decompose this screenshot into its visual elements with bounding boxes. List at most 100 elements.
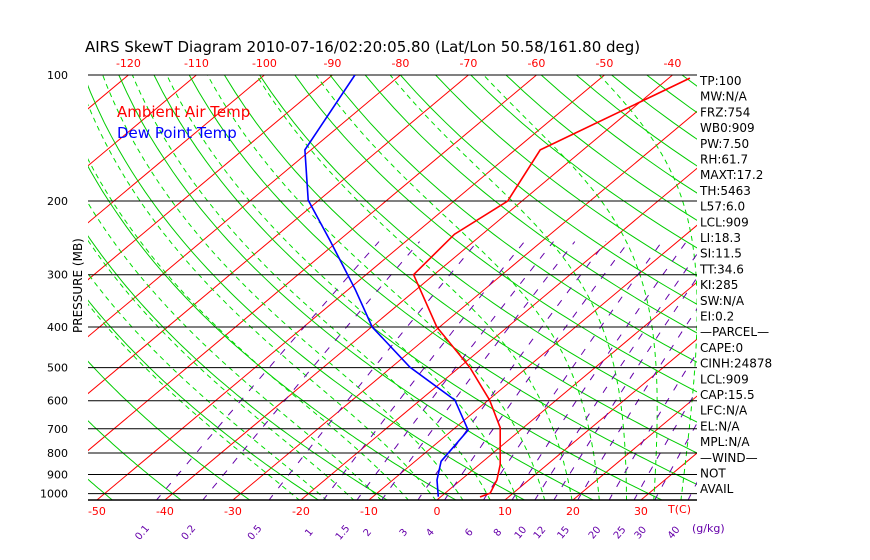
dry-adiabat-line bbox=[88, 299, 320, 500]
dry-adiabat-line bbox=[88, 235, 389, 500]
dew-point-temp-line bbox=[304, 75, 470, 497]
isotherm-line bbox=[164, 75, 673, 500]
mixing-ratio-line bbox=[553, 276, 697, 500]
mixing-ratio-line bbox=[633, 389, 697, 500]
dry-adiabat-line bbox=[223, 75, 697, 454]
mixing-ratio-line bbox=[322, 241, 525, 500]
index-item: PW:7.50 bbox=[700, 137, 749, 151]
index-item: L57:6.0 bbox=[700, 200, 745, 214]
pressure-tick-label: 500 bbox=[47, 362, 68, 375]
index-item: CAPE:0 bbox=[700, 341, 743, 355]
bottom-temp-tick-label: -50 bbox=[88, 505, 106, 518]
isotherm-line bbox=[300, 167, 697, 500]
mixing-ratio-tick-label: 8 bbox=[492, 527, 505, 539]
moist-adiabat-line bbox=[599, 75, 697, 500]
mixing-ratio-tick-label: 15 bbox=[556, 525, 573, 542]
index-item: EI:0.2 bbox=[700, 310, 734, 324]
index-item: TH:5463 bbox=[699, 184, 751, 198]
isotherm-line bbox=[640, 452, 697, 500]
index-item: TT:34.6 bbox=[699, 262, 744, 276]
isotherm-line bbox=[368, 224, 697, 500]
pressure-tick-label: 300 bbox=[47, 269, 68, 282]
index-item: EL:N/A bbox=[700, 419, 740, 433]
index-item: MPL:N/A bbox=[700, 435, 750, 449]
index-item: SW:N/A bbox=[700, 294, 745, 308]
isotherm-line bbox=[88, 75, 401, 338]
top-temp-tick-label: -110 bbox=[184, 57, 209, 70]
index-item: NOT bbox=[700, 467, 726, 481]
mixing-ratio-tick-label: 40 bbox=[666, 525, 683, 542]
pressure-tick-label: 200 bbox=[47, 195, 68, 208]
mixing-ratio-line bbox=[381, 241, 576, 500]
index-item: KI:285 bbox=[700, 278, 738, 292]
mixing-ratio-tick-label: 1.5 bbox=[334, 523, 353, 542]
top-temp-tick-label: -60 bbox=[527, 57, 545, 70]
dry-adiabat-line bbox=[0, 75, 45, 501]
moist-adiabat-line bbox=[88, 202, 382, 500]
pressure-tick-label: 700 bbox=[47, 423, 68, 436]
top-temp-tick-label: -50 bbox=[595, 57, 613, 70]
index-item: SI:11.5 bbox=[700, 247, 742, 261]
index-item: RH:61.7 bbox=[700, 153, 748, 167]
dry-adiabat-line bbox=[646, 75, 697, 114]
mixing-ratio-tick-label: 25 bbox=[612, 525, 629, 542]
mixing-ratio-tick-label: 0.1 bbox=[133, 523, 152, 542]
mixing-ratio-tick-label: 2 bbox=[362, 527, 375, 539]
series-lines bbox=[304, 75, 691, 498]
bottom-temp-tick-label: -40 bbox=[156, 505, 174, 518]
mixing-ratio-tick-label: 0.2 bbox=[180, 523, 199, 542]
isotherm-line bbox=[436, 281, 697, 500]
legend-dew-point-temp: Dew Point Temp bbox=[117, 124, 237, 142]
mixing-ratio-tick-label: 1 bbox=[303, 527, 316, 539]
dry-adiabat-line bbox=[88, 84, 526, 500]
bottom-temp-tick-label: -20 bbox=[292, 505, 310, 518]
isotherm-line bbox=[88, 75, 265, 224]
pressure-tick-label: 600 bbox=[47, 395, 68, 408]
mixing-ratio-line bbox=[511, 241, 687, 500]
isotherm-line bbox=[232, 110, 697, 500]
moist-adiabat-line bbox=[88, 158, 409, 500]
dry-adiabat-line bbox=[153, 75, 664, 500]
top-temp-tick-label: -100 bbox=[252, 57, 277, 70]
dry-adiabat-line bbox=[88, 165, 457, 500]
pressure-tick-label: 400 bbox=[47, 321, 68, 334]
moist-adiabat-line bbox=[102, 75, 464, 500]
pressure-tick-label: 1000 bbox=[40, 488, 68, 501]
top-temp-tick-label: -120 bbox=[116, 57, 141, 70]
mixing-ratio-line bbox=[356, 241, 554, 500]
moist-adiabat-line bbox=[255, 75, 573, 500]
dry-adiabat-line bbox=[88, 360, 251, 500]
index-item: FRZ:754 bbox=[700, 105, 750, 119]
legend-ambient-air-temp: Ambient Air Temp bbox=[117, 103, 250, 121]
top-temp-tick-label: -80 bbox=[391, 57, 409, 70]
isotherm-line bbox=[572, 395, 697, 500]
pressure-tick-label: 900 bbox=[47, 468, 68, 481]
index-item: AVAIL bbox=[700, 482, 734, 496]
moist-adiabat-line bbox=[315, 75, 600, 500]
pressure-tick-label: 100 bbox=[47, 69, 68, 82]
isotherm-line bbox=[88, 75, 537, 452]
mixing-ratio-tick-label: 0.5 bbox=[246, 523, 265, 542]
dry-adiabat-line bbox=[752, 75, 870, 501]
mixing-ratio-line bbox=[268, 241, 478, 500]
index-item: CINH:24878 bbox=[700, 357, 772, 371]
bottom-temp-tick-label: 10 bbox=[498, 505, 512, 518]
mixing-ratio-tick-label: 20 bbox=[587, 525, 604, 542]
moist-adiabat-line bbox=[131, 75, 491, 500]
dry-adiabat-line bbox=[364, 75, 697, 334]
mixing-ratio-line bbox=[417, 241, 607, 500]
mixing-ratio-line bbox=[608, 351, 697, 500]
background-lines bbox=[0, 75, 870, 501]
pressure-tick-label: 800 bbox=[47, 447, 68, 460]
dry-adiabat-line bbox=[435, 75, 697, 277]
bottom-temp-tick-label: 20 bbox=[566, 505, 580, 518]
mixing-ratio-line bbox=[155, 241, 380, 500]
mixing-ratio-tick-label: 6 bbox=[463, 527, 476, 539]
y-axis-label: PRESSURE (MB) bbox=[71, 238, 85, 333]
ambient-air-temp-line bbox=[412, 77, 691, 498]
isotherm-line bbox=[88, 75, 197, 167]
dry-adiabat-line bbox=[88, 420, 182, 500]
isotherm-line bbox=[844, 75, 870, 501]
